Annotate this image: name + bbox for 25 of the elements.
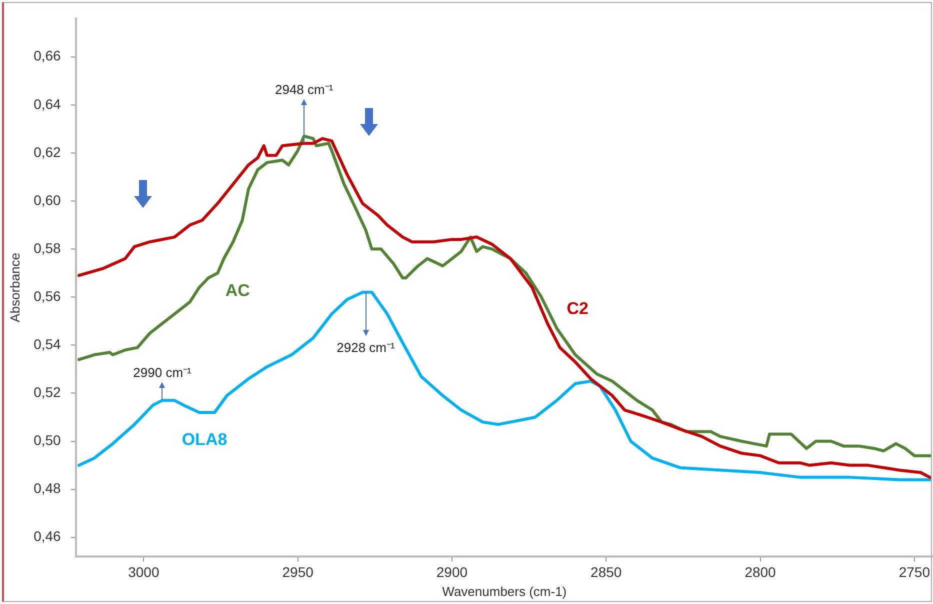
x-tick-label: 2900 [436,564,468,580]
y-tick-label: 0,66 [34,48,62,64]
y-axis-title: Absorbance [7,252,22,322]
y-tick-label: 0,46 [34,528,62,544]
y-tick-label: 0,54 [34,336,62,352]
y-tick-label: 0,58 [34,240,62,256]
y-tick-label: 0,52 [34,384,62,400]
annotation: 2990 cm⁻¹ [133,364,192,382]
x-tick-label: 2950 [282,564,314,580]
y-tick-label: 0,56 [34,288,62,304]
series-label: C2 [566,299,588,318]
x-tick-label: 2800 [744,564,776,580]
y-tick-label: 0,64 [34,96,62,112]
x-tick-label: 2750 [898,564,930,580]
x-axis-title: Wavenumbers (cm-1) [442,584,567,599]
x-tick-label: 2850 [590,564,622,580]
y-tick-label: 0,60 [34,192,62,208]
y-tick-label: 0,48 [34,480,62,496]
series-label: AC [225,280,250,300]
y-tick-label: 0,50 [34,432,62,448]
series-label: OLA8 [182,430,228,450]
y-tick-label: 0,62 [34,144,62,160]
annotation: 2948 cm⁻¹ [274,81,334,98]
annotation: 2928 cm⁻¹ [336,339,395,356]
x-tick-label: 3000 [128,564,160,580]
